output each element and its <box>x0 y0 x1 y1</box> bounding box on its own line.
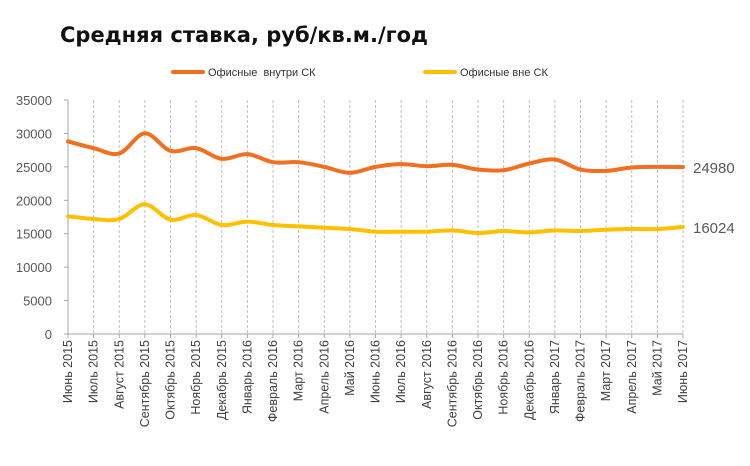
y-tick-label: 0 <box>45 327 52 342</box>
x-tick-label: Август 2015 <box>112 340 126 409</box>
x-tick-label: Июнь 2015 <box>61 340 75 403</box>
legend-label-outside: Офисные вне СК <box>460 67 548 79</box>
x-tick-label: Март 2016 <box>292 340 306 401</box>
y-axis-ticks: 0 5000 10000 15000 20000 25000 30000 35000 <box>16 93 68 342</box>
series-line-0 <box>66 131 685 175</box>
y-tick-label: 5000 <box>23 294 52 309</box>
end-value-label-1: 16024 <box>693 220 735 237</box>
y-tick-label: 20000 <box>16 193 52 208</box>
x-tick-label: Июнь 2017 <box>676 340 690 403</box>
grid <box>93 100 684 334</box>
x-tick-label: Январь 2016 <box>240 340 254 414</box>
x-tick-label: Август 2016 <box>420 340 434 409</box>
x-tick-label: Февраль 2016 <box>266 340 280 422</box>
legend: Офисные внутри СК Офисные вне СК <box>171 67 548 79</box>
x-tick-label: Октябрь 2016 <box>471 340 485 420</box>
x-tick-label: Март 2017 <box>599 340 613 401</box>
x-tick-label: Июль 2015 <box>87 340 101 403</box>
series <box>66 131 685 236</box>
x-tick-label: Январь 2017 <box>548 340 562 414</box>
x-tick-label: Сентябрь 2015 <box>138 340 152 427</box>
series-line-1 <box>66 202 685 236</box>
x-tick-label: Май 2016 <box>343 340 357 396</box>
x-tick-label: Декабрь 2016 <box>522 340 536 420</box>
x-tick-label: Апрель 2016 <box>317 340 331 414</box>
y-tick-label: 25000 <box>16 160 52 175</box>
y-tick-label: 15000 <box>16 227 52 242</box>
end-labels: 24980 16024 <box>693 160 735 237</box>
y-tick-label: 30000 <box>16 126 52 141</box>
x-tick-label: Июнь 2016 <box>369 340 383 403</box>
x-tick-label: Октябрь 2015 <box>164 340 178 420</box>
x-tick-label: Декабрь 2015 <box>215 340 229 420</box>
legend-label-inside: Офисные внутри СК <box>208 67 316 79</box>
y-tick-label: 35000 <box>16 93 52 108</box>
x-tick-label: Ноябрь 2015 <box>189 340 203 415</box>
x-tick-label: Ноябрь 2016 <box>497 340 511 415</box>
x-tick-label: Июль 2016 <box>394 340 408 403</box>
x-tick-label: Сентябрь 2016 <box>445 340 459 427</box>
y-tick-label: 10000 <box>16 260 52 275</box>
x-tick-label: Февраль 2017 <box>574 340 588 422</box>
x-axis-ticks: Июнь 2015 Июль 2015 Август 2015 Сентябрь 20… <box>61 334 690 427</box>
x-tick-label: Апрель 2017 <box>625 340 639 414</box>
chart-title: Средняя ставка, руб/кв.м./год <box>60 23 428 47</box>
x-tick-label: Май 2017 <box>650 340 664 396</box>
end-value-label-0: 24980 <box>693 160 735 177</box>
